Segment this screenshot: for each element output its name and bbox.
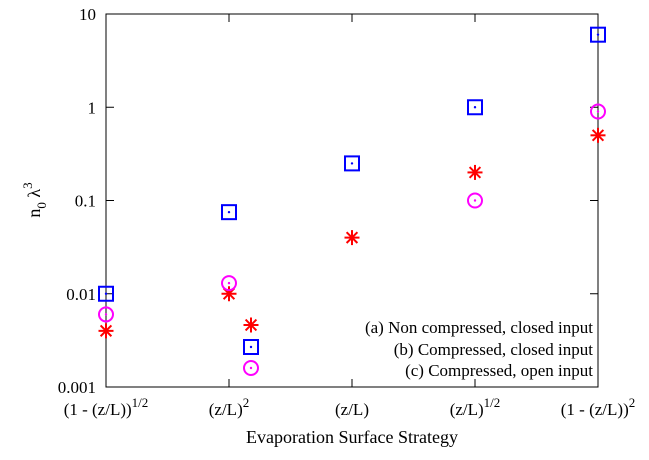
y-tick-label-0-01: 0.01 — [66, 285, 96, 304]
legend-marker-square — [243, 339, 259, 355]
point-series-3-1 — [98, 306, 114, 323]
x-axis-title: Evaporation Surface Strategy — [246, 427, 458, 447]
point-series-2-5 — [590, 26, 606, 43]
y-tick-label-0-1: 0.1 — [75, 192, 96, 211]
point-series-1-1 — [98, 323, 114, 339]
legend-item-compressed-closed: (b) Compressed, closed input — [243, 339, 594, 359]
series-1 — [98, 127, 606, 339]
point-series-1-3 — [344, 230, 360, 246]
x-tick-label-1: (1 - (z/L))1/2 — [64, 395, 149, 419]
y-axis: 0.001 0.01 0.1 1 10 — [58, 5, 598, 397]
series-2 — [98, 26, 606, 302]
y-tick-label-1: 1 — [88, 98, 97, 117]
x-tick-label-3: (z/L) — [335, 400, 369, 419]
data-series — [98, 26, 606, 339]
legend-item-non-compressed-closed: (a) Non compressed, closed input — [243, 317, 593, 337]
legend-marker-circle — [243, 360, 259, 376]
x-tick-label-2: (z/L)2 — [209, 395, 249, 419]
x-tick-label-4: (z/L)1/2 — [450, 395, 501, 419]
y-tick-label-0-001: 0.001 — [58, 378, 96, 397]
legend-label-compressed-closed: (b) Compressed, closed input — [394, 340, 594, 359]
y-tick-label-10: 10 — [79, 5, 96, 24]
point-series-2-2 — [221, 204, 237, 221]
point-series-2-4 — [467, 99, 483, 116]
legend-label-non-compressed-closed: (a) Non compressed, closed input — [365, 318, 593, 337]
legend-label-compressed-open: (c) Compressed, open input — [405, 361, 593, 380]
point-series-3-2 — [221, 275, 237, 292]
point-series-3-5 — [590, 103, 606, 120]
point-series-1-5 — [590, 127, 606, 143]
legend-marker-point — [243, 360, 259, 376]
legend: (a) Non compressed, closed input (b) Com… — [243, 317, 594, 380]
point-series-2-1 — [98, 285, 114, 302]
legend-marker-point — [243, 339, 259, 355]
series-3 — [98, 103, 606, 323]
point-series-2-3 — [344, 155, 360, 172]
legend-item-compressed-open: (c) Compressed, open input — [243, 360, 593, 380]
legend-marker-asterisk — [243, 317, 259, 333]
x-axis: (1 - (z/L))1/2 (z/L)2 (z/L) (z/L)1/2 (1 - (z… — [64, 14, 635, 419]
legend-marker-point — [243, 317, 259, 333]
point-series-3-4 — [467, 192, 483, 209]
point-series-1-4 — [467, 164, 483, 180]
x-tick-label-5: (1 - (z/L))2 — [561, 395, 635, 419]
y-axis-title: n0 λ3 — [20, 182, 49, 217]
